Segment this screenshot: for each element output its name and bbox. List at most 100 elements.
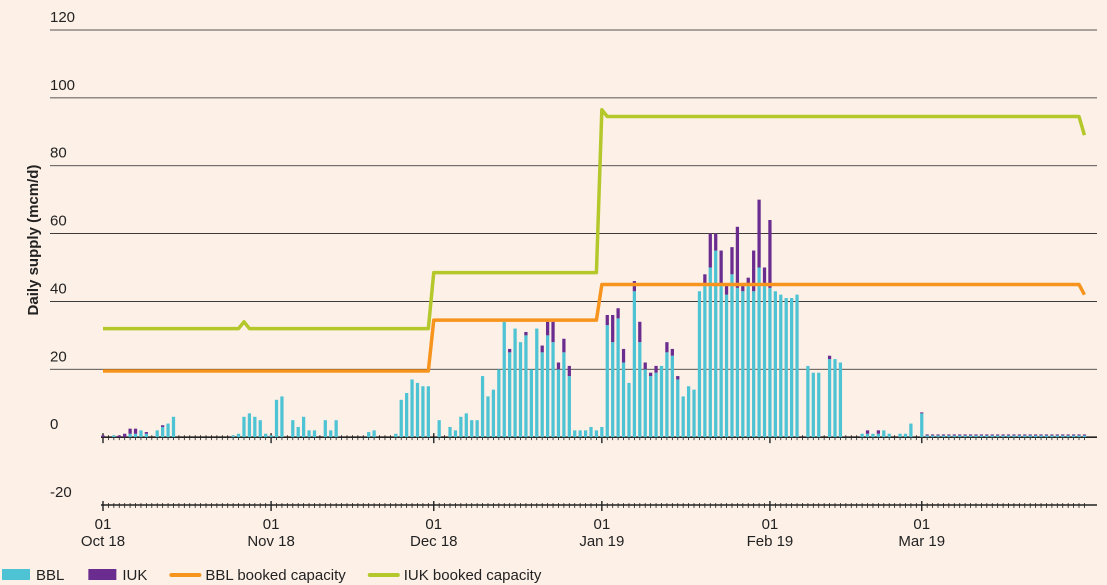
x-tick-label: 01	[425, 516, 442, 533]
bar	[768, 287, 772, 438]
bar	[654, 365, 658, 373]
legend-label: BBL	[36, 567, 64, 584]
bar	[638, 321, 642, 343]
bar	[426, 386, 430, 438]
bar	[779, 294, 783, 438]
bar	[1082, 434, 1087, 436]
bar	[101, 435, 105, 438]
bar	[714, 250, 718, 438]
bar	[567, 365, 571, 377]
bar	[567, 376, 571, 438]
bar	[817, 372, 821, 438]
bar	[996, 434, 1000, 436]
bar	[1050, 435, 1054, 438]
x-tick-label: Feb 19	[747, 533, 794, 550]
bar	[1066, 434, 1070, 436]
bar	[898, 433, 902, 438]
bar	[968, 435, 973, 438]
bar	[909, 423, 913, 438]
bar	[128, 428, 132, 434]
bar	[611, 315, 615, 343]
bar	[264, 433, 268, 438]
bar	[139, 430, 143, 438]
bar	[752, 250, 756, 292]
x-tick-label: Mar 19	[898, 533, 945, 550]
bar	[930, 434, 935, 436]
bar	[947, 434, 951, 436]
bar	[985, 435, 989, 438]
bar	[594, 430, 599, 438]
bar	[133, 428, 138, 434]
bar	[1071, 435, 1076, 438]
bar	[171, 416, 176, 438]
bar	[616, 308, 620, 319]
bar	[242, 416, 246, 438]
bar	[649, 372, 653, 377]
bar	[475, 420, 479, 438]
bar	[746, 284, 750, 438]
bar	[367, 432, 371, 438]
bar	[963, 434, 967, 436]
bar	[1023, 434, 1027, 436]
bar	[925, 434, 929, 436]
bar	[730, 247, 734, 275]
bar	[979, 434, 984, 436]
bar	[735, 287, 740, 438]
bar	[410, 379, 414, 438]
bar	[459, 416, 463, 438]
bar	[670, 348, 674, 356]
bar	[882, 430, 886, 438]
x-tick-label: 01	[594, 516, 611, 533]
bar	[583, 430, 588, 438]
bar	[269, 435, 273, 438]
bar	[676, 376, 680, 380]
bar	[676, 379, 680, 438]
bar	[941, 434, 946, 436]
bar	[762, 267, 767, 285]
y-tick-label: 40	[50, 280, 67, 297]
bar	[589, 426, 593, 438]
bar	[274, 399, 279, 438]
bar	[686, 386, 691, 438]
bar	[421, 386, 425, 438]
bar	[128, 433, 132, 438]
legend: BBL IUK BBL booked capacity IUK booked capa…	[2, 567, 542, 584]
bar	[703, 284, 707, 438]
legend-label: BBL booked capacity	[205, 567, 346, 584]
bar	[876, 430, 881, 434]
bar	[508, 352, 512, 438]
bar	[415, 382, 420, 438]
bar	[1044, 434, 1049, 436]
bar	[551, 342, 555, 438]
bar	[1082, 435, 1087, 438]
bar	[827, 359, 832, 438]
capacity-line	[103, 282, 1086, 373]
legend-label: IUK	[122, 567, 147, 584]
bar	[708, 267, 712, 438]
bar	[752, 291, 756, 438]
x-tick-label: 01	[762, 516, 779, 533]
bar	[1017, 434, 1021, 436]
x-tick-label: 01	[95, 516, 112, 533]
x-tick-label: Nov 18	[247, 533, 295, 550]
bar	[1012, 435, 1016, 438]
bar	[1033, 434, 1038, 436]
bar	[307, 430, 311, 438]
bar	[968, 434, 973, 436]
bar	[811, 372, 815, 438]
x-tick-label: Oct 18	[81, 533, 125, 550]
bar	[486, 396, 490, 438]
y-tick-label: 60	[50, 213, 67, 230]
bar	[649, 376, 653, 438]
capacity-line	[103, 107, 1087, 331]
bar	[643, 369, 647, 438]
bar	[936, 434, 940, 436]
bar	[296, 426, 300, 438]
bar	[724, 284, 729, 295]
bar	[947, 435, 951, 438]
bar	[670, 355, 674, 438]
bar	[323, 420, 327, 438]
bar	[453, 430, 458, 438]
bar	[540, 352, 544, 438]
